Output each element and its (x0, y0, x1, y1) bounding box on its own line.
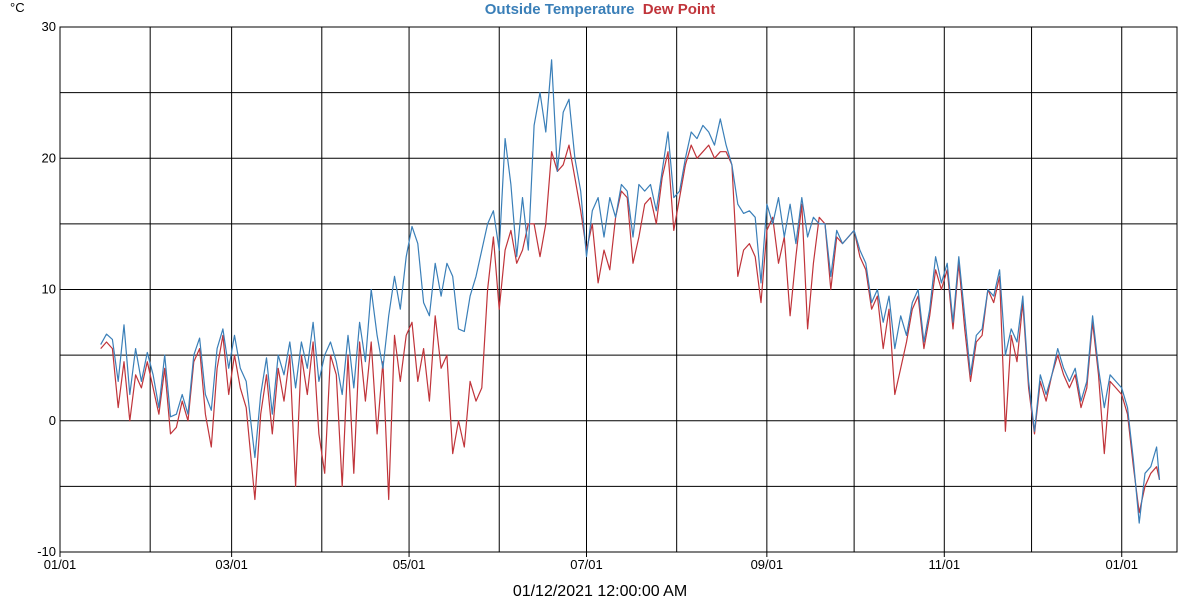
y-tick-label: 30 (42, 19, 56, 34)
x-tick-label: 01/01 (44, 557, 77, 572)
y-tick-label: 10 (42, 282, 56, 297)
legend-outside-temperature: Outside Temperature (484, 1, 635, 18)
axes: -10 0 10 20 30 01/01 03/01 05/01 07/01 09/01 11/01… (37, 19, 1138, 572)
dew-point-line (100, 144, 1161, 514)
plot-border (59, 26, 1178, 553)
x-axis-label: 01/12/2021 12:00:00 AM (512, 583, 688, 600)
y-axis-unit: °C (10, 0, 25, 15)
grid (59, 26, 1178, 553)
x-tick-label: 01/01 (1105, 557, 1138, 572)
x-tick-label: 09/01 (751, 557, 784, 572)
y-tick-label: -10 (37, 544, 56, 559)
legend-dew-point: Dew Point (642, 1, 716, 18)
series-lines (100, 59, 1161, 524)
x-tick-label: 05/01 (393, 557, 426, 572)
y-tick-label: 20 (42, 150, 56, 165)
x-tick-label: 07/01 (570, 557, 603, 572)
y-tick-label: 0 (49, 413, 56, 428)
x-tick-label: 03/01 (215, 557, 248, 572)
outside-temperature-line (100, 59, 1161, 524)
chart-legend: Outside Temperature Dew Point (0, 1, 1200, 18)
x-tick-label: 11/01 (929, 557, 961, 572)
